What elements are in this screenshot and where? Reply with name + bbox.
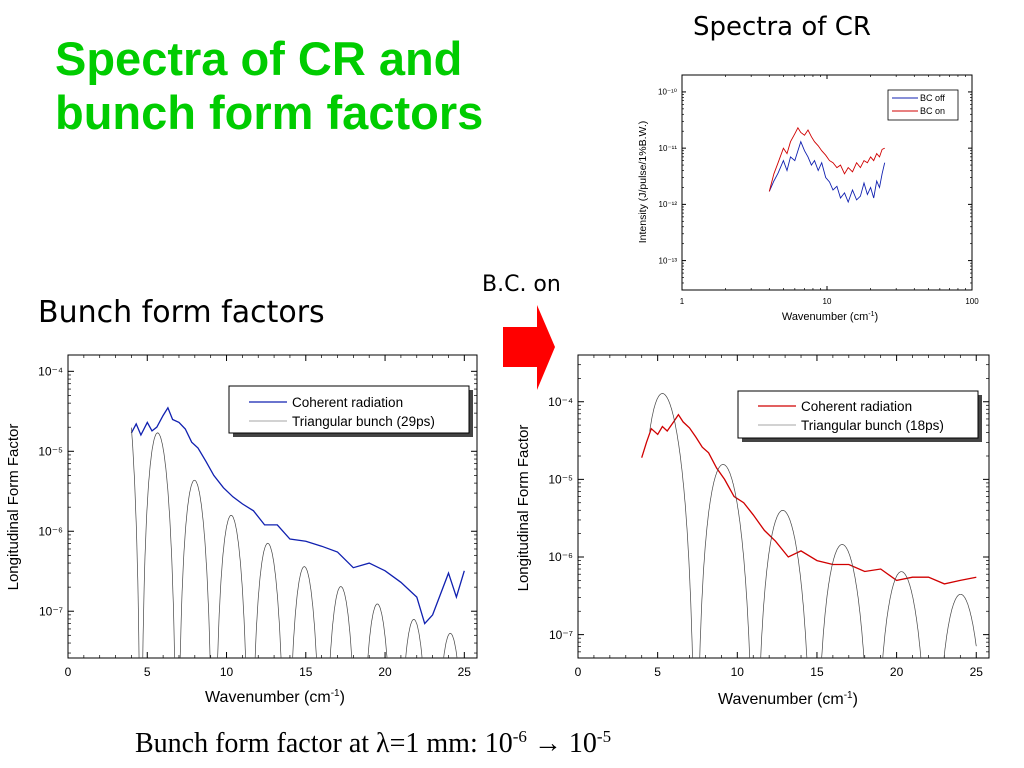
y-tick-label: 10⁻⁵ [38, 444, 63, 458]
x-tick-label: 5 [144, 665, 151, 679]
y-tick-label: 10⁻¹³ [659, 256, 678, 265]
series-line-1 [768, 126, 885, 192]
axis-ticks: 1 10 100 10⁻¹³ 10⁻¹² 10⁻¹¹ 10⁻¹⁰ [658, 74, 979, 306]
x-tick-label: 0 [575, 665, 582, 679]
y-tick-label: 10⁻⁷ [39, 604, 63, 618]
x-axis-label: Wavenumber (cm-1) [205, 688, 345, 706]
x-tick-label: 10 [220, 665, 234, 679]
x-tick-label: 15 [810, 665, 824, 679]
bff-right-chart: 0 5 10 15 20 25 10⁻⁷ 10⁻⁶ 10⁻⁵ 10⁻⁴ Coherent radi… [515, 354, 990, 708]
series-line-0 [768, 140, 886, 204]
chart-legend: BC off BC on [887, 89, 959, 121]
slide-title-line1: Spectra of CR and [55, 32, 463, 85]
legend-label-triangular: Triangular bunch (29ps) [292, 414, 435, 429]
x-tick-label: 15 [299, 665, 313, 679]
x-tick-label: 1 [680, 297, 685, 306]
y-tick-label: 10⁻⁷ [549, 628, 573, 642]
legend-label-coherent: Coherent radiation [292, 395, 403, 410]
bff-left-chart: 0 5 10 15 20 25 10⁻⁷ 10⁻⁶ 10⁻⁵ 10⁻⁴ Coherent radi… [5, 354, 478, 706]
y-tick-label: 10⁻¹² [659, 200, 678, 209]
right-arrow-icon [503, 305, 555, 390]
x-tick-label: 10 [823, 297, 832, 306]
x-axis-label: Wavenumber (cm-1) [718, 690, 858, 708]
slide-title: Spectra of CR and bunch form factors [55, 32, 575, 140]
chart-series [768, 126, 886, 204]
chart-legend: Coherent radiation Triangular bunch (18p… [737, 390, 982, 442]
y-tick-label: 10⁻⁴ [38, 365, 63, 379]
legend-label-bc-on: BC on [920, 106, 945, 116]
plot-frame [67, 354, 478, 659]
y-tick-label: 10⁻⁵ [548, 473, 573, 487]
y-axis-label: Longitudinal Form Factor [515, 425, 532, 592]
slide-title-line2: bunch form factors [55, 86, 484, 139]
chart-series [641, 393, 977, 658]
series-line-1 [131, 427, 458, 658]
chart-legend: Coherent radiation Triangular bunch (29p… [228, 385, 473, 437]
bc-on-label: B.C. on [482, 272, 561, 297]
y-axis-label: Intensity (J/pulse/1%B.W.) [637, 121, 649, 244]
y-tick-label: 10⁻⁴ [548, 395, 573, 409]
y-tick-label: 10⁻⁶ [38, 524, 63, 538]
x-tick-label: 25 [458, 665, 472, 679]
legend-label-coherent: Coherent radiation [801, 399, 912, 414]
legend-label-bc-off: BC off [920, 93, 945, 103]
y-axis-label: Longitudinal Form Factor [5, 424, 22, 591]
plot-frame [577, 354, 990, 659]
chart-series [130, 406, 465, 658]
x-tick-label: 25 [970, 665, 984, 679]
axis-ticks: 0 5 10 15 20 25 10⁻⁷ 10⁻⁶ 10⁻⁵ 10⁻⁴ [548, 354, 989, 679]
axis-ticks: 0 5 10 15 20 25 10⁻⁷ 10⁻⁶ 10⁻⁵ 10⁻⁴ [38, 355, 477, 679]
series-line-1 [649, 393, 977, 658]
x-tick-label: 20 [378, 665, 392, 679]
cr-section-label: Spectra of CR [693, 12, 871, 42]
series-line-0 [641, 413, 977, 585]
y-tick-label: 10⁻¹¹ [659, 144, 678, 153]
x-tick-label: 5 [654, 665, 661, 679]
bff-section-label: Bunch form factors [38, 295, 325, 330]
y-tick-label: 10⁻⁶ [548, 550, 573, 564]
series-line-0 [130, 406, 465, 625]
y-tick-label: 10⁻¹⁰ [658, 88, 677, 97]
footer-caption: Bunch form factor at λ=1 mm: 10-6 → 10-5 [135, 727, 612, 759]
x-tick-label: 20 [890, 665, 904, 679]
x-tick-label: 0 [65, 665, 72, 679]
x-tick-label: 100 [965, 297, 979, 306]
legend-label-triangular: Triangular bunch (18ps) [801, 418, 944, 433]
x-tick-label: 10 [731, 665, 745, 679]
x-axis-label: Wavenumber (cm-1) [782, 311, 878, 323]
